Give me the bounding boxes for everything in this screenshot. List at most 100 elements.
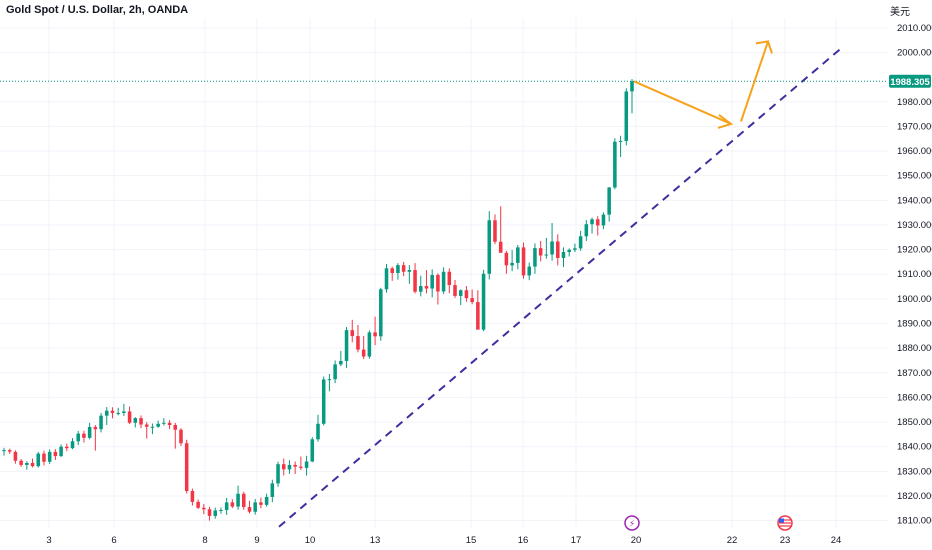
candle-body (156, 423, 160, 427)
candle-body (413, 270, 417, 292)
candle-body (601, 214, 606, 226)
candle-body (407, 270, 412, 272)
x-tick-label: 24 (831, 535, 842, 546)
candle-body (162, 422, 166, 424)
candle-body (236, 493, 240, 507)
y-tick-label: 1970.000 (897, 121, 932, 132)
candle-body (310, 439, 315, 462)
candle-body (481, 273, 486, 330)
candle-body (470, 298, 474, 303)
candles[interactable] (2, 79, 634, 521)
us-flag-canton (779, 518, 784, 523)
arrow-up-segment (740, 41, 769, 122)
candle-body (122, 411, 126, 413)
price-axis[interactable]: 1810.000 1820.000 1830.000 1840.000 1850.000… (897, 23, 932, 527)
y-tick-label: 1960.000 (897, 146, 932, 157)
candle-body (504, 252, 509, 266)
candle-body (53, 451, 58, 457)
candle-body (538, 248, 543, 256)
candle-body (567, 249, 571, 253)
candle-body (464, 290, 469, 299)
candle-body (299, 466, 303, 468)
candle-body (607, 187, 611, 215)
x-tick-label: 17 (571, 535, 582, 546)
candle-body (36, 453, 41, 467)
arrow-head-up (755, 40, 773, 54)
candle-body (242, 493, 246, 508)
candle-body (624, 91, 629, 141)
candle-body (144, 424, 149, 427)
candle-body (253, 502, 257, 512)
last-price-badge (889, 74, 931, 88)
candle-body (287, 464, 292, 470)
y-tick-label: 1930.000 (897, 220, 932, 231)
arrow-down-segment (633, 80, 732, 125)
x-tick-label: 15 (466, 535, 477, 546)
candle-body (441, 271, 446, 292)
candle-body (510, 262, 514, 266)
candle-body (316, 423, 320, 440)
x-tick-label: 10 (305, 535, 316, 546)
candle-body (139, 418, 143, 425)
lightning-event-icon (624, 515, 640, 531)
x-tick-label: 22 (727, 535, 738, 546)
candle-body (321, 379, 326, 424)
x-tick-label: 6 (111, 535, 116, 546)
x-tick-label: 3 (46, 535, 51, 546)
candle-body (493, 220, 497, 242)
candle-body (453, 285, 457, 296)
candle-body (42, 453, 46, 462)
candle-body (167, 422, 172, 426)
projection-arrows[interactable] (633, 40, 773, 129)
candle-body (213, 510, 218, 516)
candle-body (436, 274, 440, 292)
candle-body (207, 509, 212, 516)
last-price-label: 1988.305 (889, 74, 931, 88)
candle-body (179, 429, 183, 444)
candle-body (70, 441, 75, 449)
candle-body (498, 241, 503, 253)
x-tick-label: 16 (518, 535, 529, 546)
candle-body (487, 220, 492, 274)
candle-body (25, 462, 29, 465)
candle-body (447, 271, 452, 286)
candle-body (561, 252, 566, 258)
y-tick-label: 1890.000 (897, 319, 932, 330)
candle-body (2, 450, 6, 452)
event-markers[interactable]: ⚡ (624, 515, 793, 531)
y-tick-label: 1880.000 (897, 343, 932, 354)
candle-body (224, 502, 229, 511)
y-tick-label: 1840.000 (897, 442, 932, 453)
candle-body (127, 411, 132, 423)
candle-body (424, 286, 429, 289)
trend-line[interactable] (0, 46, 888, 528)
y-tick-label: 1910.000 (897, 269, 932, 280)
candle-body (333, 364, 337, 380)
candle-body (476, 302, 480, 330)
candle-body (618, 140, 623, 142)
candle-body (230, 502, 235, 507)
price-unit-label: 美元 (890, 7, 910, 18)
arrow-head-down (717, 114, 734, 129)
candle-body (7, 450, 12, 452)
candle-body (104, 410, 109, 416)
y-tick-label: 2010.000 (897, 23, 932, 34)
candle-body (367, 332, 372, 357)
y-tick-label: 2000.000 (897, 47, 932, 58)
candle-body (30, 462, 35, 467)
candle-body (339, 360, 343, 365)
candle-body (384, 268, 389, 290)
candle-body (304, 461, 309, 468)
y-tick-label: 1860.000 (897, 392, 932, 403)
candle-body (327, 379, 332, 381)
candle-body (76, 433, 80, 442)
y-tick-label: 1980.000 (897, 97, 932, 108)
time-axis[interactable]: 3 6 8 9 10 13 15 16 17 20 22 23 24 (46, 535, 841, 546)
candle-body (190, 491, 195, 502)
candle-body (573, 248, 577, 250)
y-tick-label: 1870.000 (897, 368, 932, 379)
candle-body (401, 265, 406, 272)
candle-body (87, 426, 92, 438)
x-tick-label: 20 (631, 535, 642, 546)
